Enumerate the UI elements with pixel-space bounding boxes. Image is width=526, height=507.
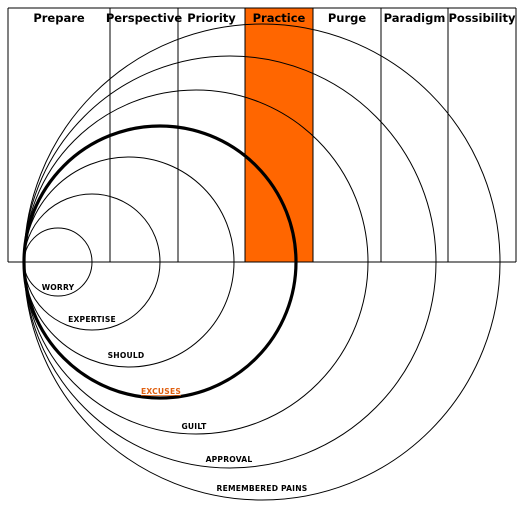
column-label-paradigm: Paradigm bbox=[384, 11, 446, 25]
column-label-possibility: Possibility bbox=[448, 11, 516, 25]
column-prepare bbox=[8, 8, 110, 262]
column-label-prepare: Prepare bbox=[33, 11, 85, 25]
ring-label-guilt: GUILT bbox=[182, 422, 208, 431]
ring-label-approval: APPROVAL bbox=[206, 455, 253, 464]
column-label-practice: Practice bbox=[253, 11, 306, 25]
ring-group bbox=[22, 23, 501, 501]
ring-label-excuses: EXCUSES bbox=[141, 387, 181, 396]
column-purge bbox=[313, 8, 381, 262]
column-grid bbox=[7, 7, 517, 263]
column-possibility bbox=[448, 8, 516, 262]
column-label-purge: Purge bbox=[328, 11, 367, 25]
label-group: Prepare Perspective Priority Practice Purge P… bbox=[33, 11, 516, 493]
ring-label-worry: WORRY bbox=[42, 283, 75, 292]
ring-label-remembered-pains: REMEMBERED PAINS bbox=[217, 484, 308, 493]
ring-label-should: SHOULD bbox=[108, 351, 145, 360]
column-perspective bbox=[110, 8, 178, 262]
column-label-priority: Priority bbox=[187, 11, 236, 25]
column-paradigm bbox=[381, 8, 448, 262]
column-label-perspective: Perspective bbox=[106, 11, 183, 25]
ring-label-expertise: EXPERTISE bbox=[68, 315, 116, 324]
ring-remembered-pains bbox=[23, 23, 501, 501]
column-practice bbox=[245, 8, 313, 262]
